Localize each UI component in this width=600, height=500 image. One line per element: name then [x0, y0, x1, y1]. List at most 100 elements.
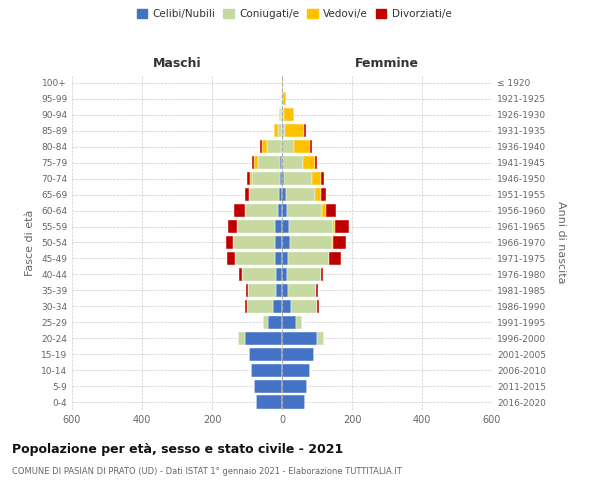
- Bar: [282, 124, 285, 138]
- Bar: [282, 156, 303, 170]
- Bar: [282, 316, 296, 329]
- Bar: [275, 252, 282, 265]
- Bar: [254, 380, 282, 392]
- Bar: [284, 172, 312, 185]
- Bar: [320, 172, 324, 185]
- Bar: [282, 332, 317, 345]
- Bar: [282, 108, 284, 122]
- Bar: [227, 252, 235, 265]
- Bar: [334, 236, 346, 249]
- Bar: [296, 316, 302, 329]
- Bar: [260, 140, 262, 153]
- Bar: [329, 252, 341, 265]
- Bar: [280, 172, 282, 185]
- Bar: [282, 220, 289, 233]
- Bar: [310, 140, 312, 153]
- Bar: [316, 284, 318, 297]
- Bar: [245, 332, 282, 345]
- Legend: Celibi/Nubili, Coniugati/e, Vedovi/e, Divorziati/e: Celibi/Nubili, Coniugati/e, Vedovi/e, Di…: [133, 5, 455, 24]
- Bar: [252, 156, 254, 170]
- Bar: [282, 252, 289, 265]
- Bar: [236, 220, 275, 233]
- Bar: [290, 236, 332, 249]
- Bar: [326, 204, 336, 217]
- Bar: [245, 204, 278, 217]
- Bar: [274, 124, 278, 138]
- Bar: [275, 236, 282, 249]
- Bar: [250, 188, 279, 201]
- Bar: [282, 92, 283, 106]
- Bar: [245, 300, 247, 313]
- Bar: [320, 268, 323, 281]
- Bar: [242, 268, 276, 281]
- Bar: [317, 332, 324, 345]
- Bar: [315, 156, 317, 170]
- Bar: [281, 92, 282, 106]
- Bar: [263, 316, 268, 329]
- Bar: [282, 76, 283, 90]
- Bar: [233, 236, 275, 249]
- Bar: [278, 124, 282, 138]
- Bar: [294, 140, 310, 153]
- Bar: [252, 172, 280, 185]
- Bar: [282, 204, 287, 217]
- Bar: [282, 348, 314, 360]
- Bar: [234, 204, 245, 217]
- Bar: [280, 156, 282, 170]
- Y-axis label: Anni di nascita: Anni di nascita: [556, 201, 566, 284]
- Bar: [245, 188, 250, 201]
- Bar: [284, 108, 294, 122]
- Bar: [289, 220, 333, 233]
- Bar: [238, 332, 245, 345]
- Bar: [278, 108, 280, 122]
- Bar: [285, 124, 304, 138]
- Bar: [226, 236, 233, 249]
- Bar: [228, 220, 236, 233]
- Bar: [249, 348, 282, 360]
- Bar: [282, 364, 310, 376]
- Bar: [276, 268, 282, 281]
- Bar: [246, 284, 248, 297]
- Bar: [332, 236, 334, 249]
- Bar: [248, 284, 276, 297]
- Bar: [312, 172, 320, 185]
- Bar: [283, 92, 286, 106]
- Bar: [335, 220, 349, 233]
- Bar: [282, 268, 287, 281]
- Y-axis label: Fasce di età: Fasce di età: [25, 210, 35, 276]
- Bar: [287, 268, 320, 281]
- Bar: [239, 268, 242, 281]
- Bar: [286, 188, 315, 201]
- Bar: [251, 364, 282, 376]
- Bar: [282, 284, 289, 297]
- Bar: [256, 396, 282, 408]
- Bar: [278, 204, 282, 217]
- Bar: [235, 252, 275, 265]
- Bar: [276, 284, 282, 297]
- Bar: [282, 188, 286, 201]
- Bar: [282, 172, 284, 185]
- Bar: [289, 284, 316, 297]
- Bar: [273, 300, 282, 313]
- Bar: [317, 300, 319, 313]
- Text: COMUNE DI PASIAN DI PRATO (UD) - Dati ISTAT 1° gennaio 2021 - Elaborazione TUTTI: COMUNE DI PASIAN DI PRATO (UD) - Dati IS…: [12, 468, 402, 476]
- Bar: [280, 108, 282, 122]
- Bar: [303, 156, 315, 170]
- Bar: [304, 124, 306, 138]
- Bar: [257, 156, 280, 170]
- Bar: [333, 220, 335, 233]
- Bar: [279, 188, 282, 201]
- Bar: [282, 300, 291, 313]
- Bar: [315, 188, 320, 201]
- Bar: [322, 204, 326, 217]
- Bar: [287, 204, 322, 217]
- Bar: [262, 140, 267, 153]
- Text: Popolazione per età, sesso e stato civile - 2021: Popolazione per età, sesso e stato civil…: [12, 442, 343, 456]
- Bar: [281, 140, 282, 153]
- Bar: [282, 396, 305, 408]
- Bar: [275, 220, 282, 233]
- Bar: [247, 300, 273, 313]
- Bar: [320, 188, 326, 201]
- Bar: [282, 140, 294, 153]
- Bar: [291, 300, 317, 313]
